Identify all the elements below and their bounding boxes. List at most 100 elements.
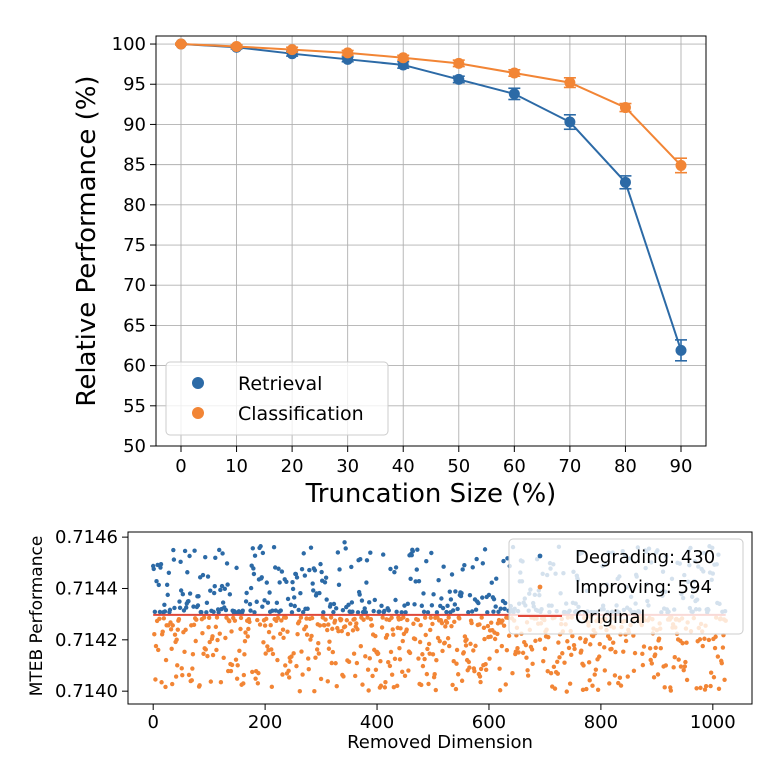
improving-point [702, 687, 708, 692]
improving-point [242, 639, 248, 644]
degrading-point [336, 582, 342, 588]
improving-point [229, 629, 234, 634]
improving-point [712, 645, 718, 651]
improving-point [175, 663, 180, 668]
degrading-point [308, 545, 314, 550]
legend-original-label: Original [575, 607, 645, 628]
improving-point [694, 686, 699, 691]
improving-point [255, 681, 261, 686]
improving-point [466, 659, 472, 665]
improving-point [524, 655, 529, 660]
improving-point [497, 666, 502, 671]
improving-point [392, 656, 398, 661]
improving-point [426, 641, 432, 647]
improving-point [492, 636, 498, 642]
improving-point [611, 640, 616, 645]
improving-point [217, 631, 222, 636]
degrading-point [349, 600, 355, 605]
improving-point [595, 687, 601, 692]
improving-point [330, 649, 336, 655]
degrading-point [331, 601, 337, 607]
improving-point [708, 683, 713, 689]
improving-point [210, 652, 216, 658]
degrading-point [177, 599, 182, 604]
chart2-y-tick-label: 0.7140 [55, 681, 118, 702]
improving-point [245, 634, 250, 639]
improving-point [389, 615, 394, 620]
improving-point [354, 660, 360, 666]
improving-point [565, 639, 570, 644]
degrading-point [493, 604, 498, 609]
degrading-point [388, 566, 393, 572]
degrading-point [311, 588, 316, 593]
improving-point [433, 687, 438, 693]
chart1-x-tick-label: 70 [558, 456, 581, 477]
improving-point [402, 673, 408, 679]
improving-point [170, 681, 175, 687]
improving-point [653, 645, 658, 651]
improving-point [322, 623, 327, 628]
degrading-point [414, 567, 419, 572]
chart2-x-axis-label: Removed Dimension [347, 732, 533, 753]
degrading-point [317, 590, 322, 596]
improving-point [317, 623, 323, 628]
improving-point [186, 672, 192, 678]
improving-point [309, 615, 315, 621]
classification-point [564, 77, 576, 89]
improving-point [672, 655, 677, 660]
degrading-point [162, 602, 167, 607]
improving-point [530, 661, 535, 667]
degrading-point [393, 597, 398, 603]
improving-point [281, 635, 286, 640]
degrading-point [494, 576, 499, 581]
degrading-point [302, 573, 308, 578]
improving-point [420, 663, 426, 669]
degrading-point [429, 550, 434, 556]
improving-point [479, 615, 484, 620]
improving-point [295, 631, 300, 637]
degrading-point [222, 586, 228, 592]
chart1-x-tick-label: 30 [336, 456, 359, 477]
improving-point [564, 689, 569, 694]
degrading-point [164, 582, 170, 588]
improving-point [450, 682, 455, 688]
improving-point [556, 640, 561, 645]
degrading-point [346, 602, 351, 608]
improving-point [419, 682, 424, 688]
improving-point [391, 632, 396, 637]
improving-point [304, 632, 310, 637]
chart1-y-tick-label: 85 [123, 155, 146, 176]
degrading-point [258, 544, 263, 549]
improving-point [422, 615, 428, 620]
improving-point [318, 676, 324, 682]
improving-point [602, 645, 607, 650]
degrading-point [419, 603, 425, 608]
degrading-point [187, 553, 192, 559]
degrading-point [199, 609, 204, 615]
degrading-point [379, 603, 384, 608]
degrading-point [224, 561, 230, 566]
improving-point [365, 667, 371, 672]
degrading-point [358, 556, 363, 562]
degrading-point [441, 564, 446, 569]
degrading-point [158, 565, 163, 570]
improving-point [182, 649, 187, 654]
improving-point [683, 659, 688, 665]
improving-point [389, 672, 395, 677]
improving-point [713, 634, 718, 639]
degrading-point [349, 564, 354, 570]
degrading-point [272, 565, 278, 570]
chart1-x-tick-label: 10 [225, 456, 248, 477]
improving-point [309, 633, 314, 639]
degrading-point [445, 603, 450, 609]
chart2-x-tick-label: 1000 [690, 712, 736, 733]
degrading-point [452, 602, 458, 607]
improving-point [617, 675, 623, 680]
improving-point [400, 638, 405, 644]
degrading-point [292, 603, 297, 609]
improving-point [193, 638, 198, 644]
improving-point [472, 669, 477, 674]
degrading-point [450, 608, 456, 613]
improving-point [190, 666, 195, 671]
improving-point [397, 657, 403, 662]
